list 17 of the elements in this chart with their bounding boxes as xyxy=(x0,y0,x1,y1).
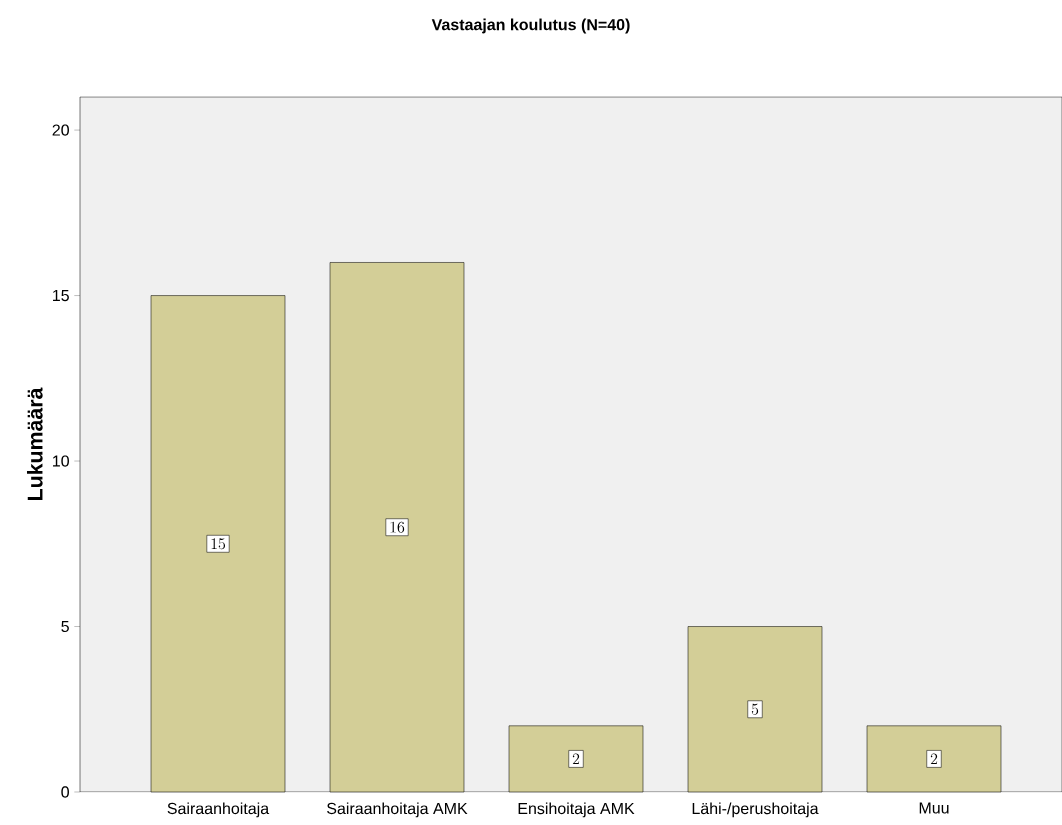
y-tick-label: 10 xyxy=(53,455,69,467)
data-label: 2 xyxy=(930,753,938,765)
y-tick-label: 5 xyxy=(61,620,69,633)
chart-title: Vastaajan koulutus (N=40) xyxy=(431,18,630,34)
x-tick-label: Sairaanhoitaja AMK xyxy=(327,802,468,818)
x-tick-label: Lähi-/perushoitaja xyxy=(692,802,819,818)
y-axis-title: Lukumäärä xyxy=(26,387,43,500)
y-tick-label: 20 xyxy=(52,124,69,136)
data-label: 16 xyxy=(390,521,405,533)
data-label: 15 xyxy=(211,538,226,550)
x-tick-label: Sairaanhoitaja xyxy=(167,802,270,818)
x-tick-label: Muu xyxy=(919,802,949,814)
x-tick-label: Ensihoitaja AMK xyxy=(518,802,635,818)
y-tick-label: 15 xyxy=(53,289,69,302)
y-tick-label: 0 xyxy=(61,786,69,798)
data-label: 5 xyxy=(751,703,759,715)
data-label: 2 xyxy=(572,753,580,765)
